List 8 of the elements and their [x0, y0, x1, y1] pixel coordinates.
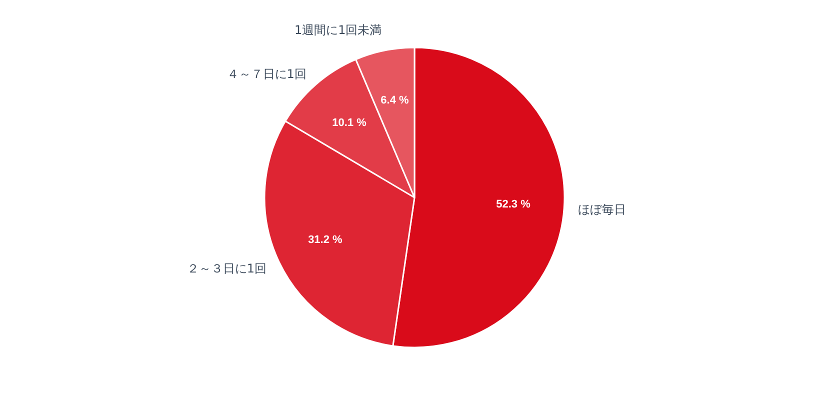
- slice-label: ほぼ毎日: [578, 202, 626, 216]
- data-label: 10.1 %: [332, 117, 367, 130]
- slice-label: ４～７日に1回: [226, 67, 306, 82]
- data-label: 6.4 %: [380, 94, 410, 106]
- data-label: 31.2 %: [308, 234, 343, 246]
- slice-label: 1週間に1回未満: [294, 22, 382, 37]
- slice-label: ２～３日に1回: [186, 261, 267, 276]
- data-label: 52.3 %: [496, 198, 531, 211]
